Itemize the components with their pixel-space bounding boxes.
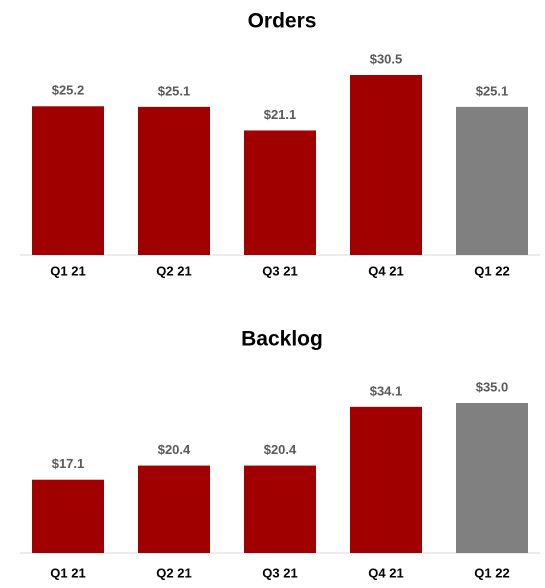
bar [350, 406, 422, 553]
data-label: $17.1 [52, 456, 85, 471]
data-label: $34.1 [370, 383, 403, 398]
chart-title: Backlog [241, 328, 323, 351]
x-tick-label: Q3 21 [262, 565, 297, 580]
bar [138, 465, 210, 553]
x-tick-label: Q3 21 [262, 263, 297, 278]
x-tick-label: Q1 21 [50, 565, 85, 580]
bar [244, 465, 316, 553]
bar [138, 106, 210, 255]
data-label: $30.5 [370, 51, 403, 66]
data-label: $21.1 [264, 107, 297, 122]
x-tick-label: Q4 21 [368, 565, 403, 580]
x-tick-label: Q1 22 [474, 263, 509, 278]
x-tick-label: Q2 21 [156, 263, 191, 278]
data-label: $20.4 [158, 442, 191, 457]
bar [456, 403, 528, 553]
x-tick-label: Q1 21 [50, 263, 85, 278]
x-tick-label: Q1 22 [474, 565, 509, 580]
data-label: $25.1 [158, 83, 191, 98]
data-label: $25.2 [52, 83, 85, 98]
bar [32, 479, 104, 553]
bar [350, 75, 422, 255]
data-label: $20.4 [264, 442, 297, 457]
x-tick-label: Q4 21 [368, 263, 403, 278]
data-label: $35.0 [476, 379, 509, 394]
bar [32, 106, 104, 255]
bar [456, 106, 528, 255]
bar [244, 130, 316, 255]
data-label: $25.1 [476, 83, 509, 98]
x-tick-label: Q2 21 [156, 565, 191, 580]
chart-title: Orders [248, 10, 317, 33]
